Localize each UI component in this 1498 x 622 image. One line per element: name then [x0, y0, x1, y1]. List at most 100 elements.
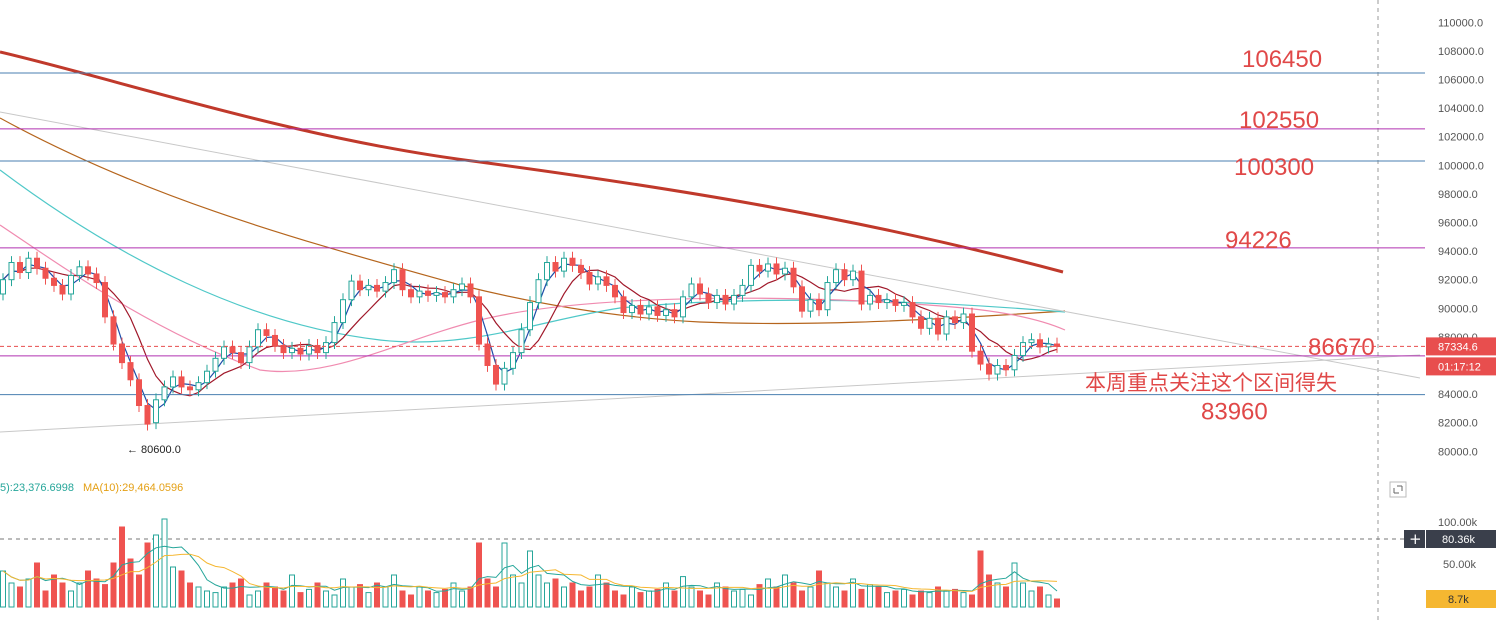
volume-bar	[918, 590, 924, 608]
volume-bar	[960, 592, 967, 608]
candle-down	[569, 257, 576, 266]
candle-up	[450, 289, 457, 298]
candle-down	[442, 292, 448, 298]
level-label-94226: 94226	[1225, 227, 1292, 254]
volume-bar	[773, 586, 780, 608]
volume-bar	[306, 588, 312, 608]
level-label-83960: 83960	[1201, 399, 1268, 426]
volume-bar	[493, 586, 499, 608]
candle-down	[51, 277, 57, 286]
volume-bar	[297, 592, 304, 608]
candle-up	[391, 269, 397, 284]
volume-bar	[263, 582, 270, 608]
volume-bar	[484, 578, 491, 608]
volume-crosshair-badge	[1426, 530, 1496, 548]
price-axis-tick: 108000.0	[1438, 46, 1484, 58]
level-label-106450: 106450	[1242, 46, 1322, 73]
candle-up	[1011, 354, 1018, 371]
candle-up	[527, 302, 533, 331]
volume-bar	[561, 586, 567, 608]
volume-bar	[926, 592, 933, 608]
candle-down	[42, 267, 49, 279]
volume-ma10-label: MA(10):29,464.0596	[83, 482, 183, 494]
expand-icon[interactable]	[1389, 481, 1407, 498]
candle-down	[790, 267, 797, 288]
price-axis: 110000.0 108000.0 106000.0 104000.0 102000.0…	[1438, 17, 1484, 458]
volume-bar	[331, 594, 338, 608]
volume-bar	[416, 586, 423, 608]
candle-down	[697, 283, 703, 295]
ma-long-line	[0, 50, 1064, 274]
volume-bar	[722, 586, 729, 608]
candle-up	[629, 304, 635, 314]
volume-bar	[450, 582, 457, 608]
volume-crosshair-plus-box[interactable]	[1404, 530, 1425, 548]
volume-bar	[476, 542, 482, 608]
candle-up	[212, 357, 219, 372]
candle-up	[807, 299, 814, 312]
candles	[0, 251, 1060, 431]
candle-up	[960, 313, 967, 324]
volume-bar	[867, 584, 873, 608]
candle-down	[952, 316, 958, 324]
candle-down	[892, 299, 899, 306]
volume-bar	[280, 590, 287, 608]
candle-down	[493, 364, 499, 385]
volume-bar	[612, 590, 618, 608]
candle-up	[850, 270, 856, 281]
candle-down	[841, 269, 848, 281]
volume-bar	[195, 586, 202, 608]
volume-bar	[892, 590, 899, 608]
volume-bar	[272, 586, 278, 608]
candle-down	[935, 317, 941, 335]
candle-down	[17, 262, 23, 274]
volume-bar	[527, 550, 533, 608]
volume-bar	[221, 586, 227, 608]
volume-bar	[518, 582, 525, 608]
volume-bar	[229, 582, 236, 608]
candle-up	[561, 257, 567, 272]
volume-ma10-line	[2, 553, 1058, 592]
volume-bar	[1054, 598, 1060, 608]
candle-down	[986, 363, 992, 375]
candle-down	[272, 334, 278, 346]
candle-up	[901, 302, 907, 306]
last-price-label: 87334.6	[1438, 341, 1478, 353]
candle-up	[153, 399, 159, 424]
volume-bar	[697, 590, 703, 608]
candle-down	[229, 346, 236, 354]
volume-bar	[595, 574, 601, 608]
candle-up	[289, 347, 295, 354]
candle-down	[187, 386, 193, 391]
volume-bar	[833, 586, 839, 608]
volume-bar	[323, 590, 329, 608]
candle-down	[119, 343, 125, 364]
volume-bar	[425, 590, 431, 608]
candle-down	[314, 344, 321, 354]
volume-bar	[255, 590, 261, 608]
candle-up	[25, 257, 32, 274]
volume-bar	[85, 570, 91, 608]
ma-short-blue-line	[2, 263, 1058, 411]
candle-down	[110, 316, 117, 345]
volume-bar	[1003, 586, 1009, 608]
volume-bar	[51, 574, 57, 608]
volume-bar	[603, 582, 610, 608]
volume-bar	[1011, 562, 1018, 608]
volume-bar	[714, 582, 720, 608]
price-axis-tick: 106000.0	[1438, 74, 1484, 86]
volume-bar	[969, 594, 975, 608]
volume-bar	[340, 578, 346, 608]
volume-crosshair-plus[interactable]: +	[1409, 530, 1422, 548]
candle-up	[688, 283, 695, 298]
volume-bar	[782, 574, 788, 608]
price-axis-tick: 94000.0	[1438, 246, 1478, 258]
candle-up	[221, 346, 227, 359]
candle-up	[867, 294, 873, 305]
candle-up	[714, 294, 720, 304]
candle-up	[204, 370, 210, 384]
candle-down	[977, 350, 984, 365]
candle-up	[926, 317, 933, 329]
candle-up	[663, 309, 669, 316]
